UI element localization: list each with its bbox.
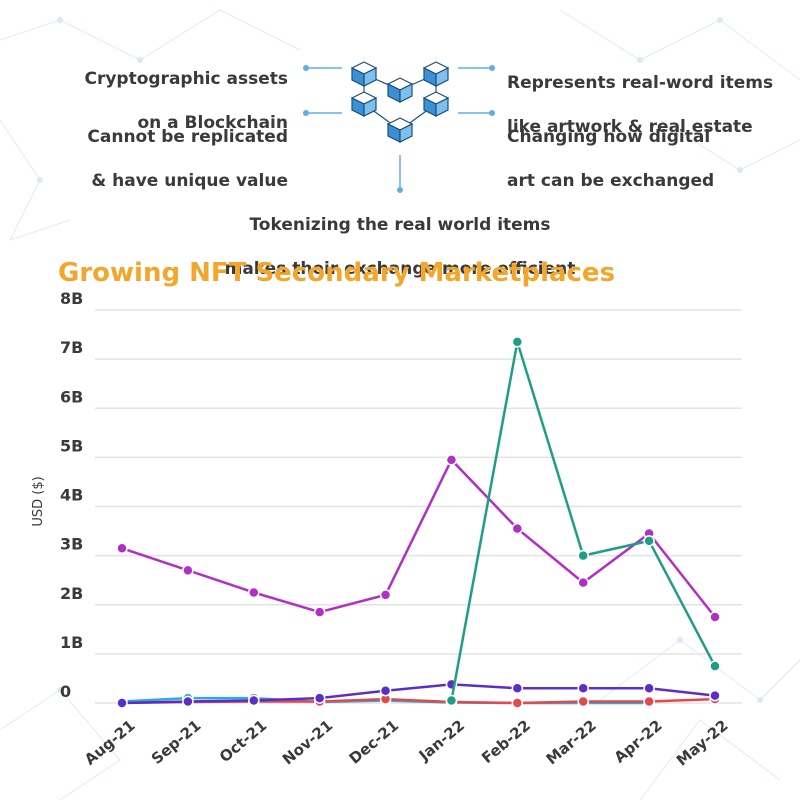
y-tick-label: 8B	[60, 290, 83, 308]
x-tick-label: Dec-21	[346, 716, 402, 767]
info-line: like artwork & real estate	[507, 117, 753, 137]
info-line: art can be exchanged	[507, 171, 715, 191]
data-point	[313, 692, 326, 704]
cube-icon	[422, 91, 450, 117]
data-point	[511, 697, 524, 709]
data-point	[445, 694, 458, 707]
data-point	[445, 454, 458, 466]
info-cryptographic-assets: Cryptographic assets on a Blockchain	[84, 46, 288, 156]
data-point	[511, 336, 524, 348]
data-point	[577, 549, 589, 562]
series-path	[121, 683, 716, 705]
data-point	[577, 695, 589, 708]
series-line	[445, 336, 721, 707]
data-point	[313, 606, 326, 618]
info-line: Tokenizing the real world items	[249, 215, 551, 235]
y-tick-label: 4B	[60, 486, 83, 505]
data-point	[709, 689, 721, 702]
data-point	[643, 695, 655, 708]
x-tick-label: Mar-22	[543, 716, 600, 768]
info-line: on a Blockchain	[137, 113, 288, 133]
cube-icon	[350, 91, 378, 117]
data-point	[709, 611, 721, 623]
x-tick-label: Aug-21	[81, 716, 139, 768]
x-tick-label: Feb-22	[478, 716, 534, 767]
y-tick-label: 0	[60, 682, 71, 701]
x-tick-label: Nov-21	[279, 716, 336, 768]
cube-icon	[386, 77, 414, 103]
y-tick-label: 1B	[60, 633, 83, 652]
series-path	[450, 341, 717, 701]
series-line	[116, 454, 721, 623]
info-line: Cryptographic assets	[84, 69, 288, 89]
info-tokenizing: Tokenizing the real world items makes th…	[200, 192, 600, 302]
x-tick-label: Apr-22	[611, 716, 666, 766]
data-point	[709, 660, 721, 672]
series-path	[121, 457, 716, 618]
info-changing-digital-art: Changing how digital art can be exchange…	[507, 104, 714, 214]
y-tick-label: 6B	[60, 387, 83, 406]
cube-icon	[422, 61, 450, 87]
data-point	[116, 697, 128, 709]
line-chart: 0 1B 2B 3B 4B 5B 6B 7B 8B USD ($) Aug-21 Sep-21 Oct-…	[31, 290, 742, 770]
blockchain-cubes-icon	[350, 61, 450, 143]
x-tick-label: Oct-21	[216, 716, 270, 766]
data-point	[182, 564, 194, 577]
series-line	[116, 678, 721, 709]
y-tick-label: 5B	[60, 436, 83, 455]
info-line: Changing how digital	[507, 127, 711, 147]
data-point	[182, 695, 194, 708]
cube-icon	[350, 61, 378, 87]
info-line: makes their exchange more efficient	[224, 259, 576, 279]
y-tick-label: 3B	[60, 535, 83, 554]
info-line: Cannot be replicated	[87, 127, 288, 147]
info-line: & have unique value	[91, 171, 288, 191]
x-tick-label: Sep-21	[148, 716, 205, 768]
data-point	[116, 542, 128, 555]
x-tick-label: Jan-22	[415, 716, 468, 765]
cube-icon	[386, 117, 414, 143]
y-axis-label: USD ($)	[31, 476, 46, 526]
data-point	[577, 576, 589, 589]
info-cannot-be-replicated: Cannot be replicated & have unique value	[87, 104, 288, 214]
y-tick-label: 2B	[60, 584, 83, 603]
data-point	[577, 682, 589, 695]
data-point	[643, 682, 655, 695]
data-point	[379, 589, 392, 601]
data-point	[511, 682, 524, 695]
data-point	[248, 586, 260, 599]
chart-title: Growing NFT Secondary Marketplaces	[58, 258, 616, 288]
data-point	[379, 684, 392, 697]
info-line: Represents real-word items	[507, 73, 774, 93]
data-point	[511, 522, 524, 535]
data-point	[643, 535, 655, 547]
x-tick-label: May-22	[673, 716, 732, 769]
info-represents-real-items: Represents real-word items like artwork …	[507, 50, 773, 160]
data-point	[248, 694, 260, 707]
y-tick-label: 7B	[60, 338, 83, 357]
